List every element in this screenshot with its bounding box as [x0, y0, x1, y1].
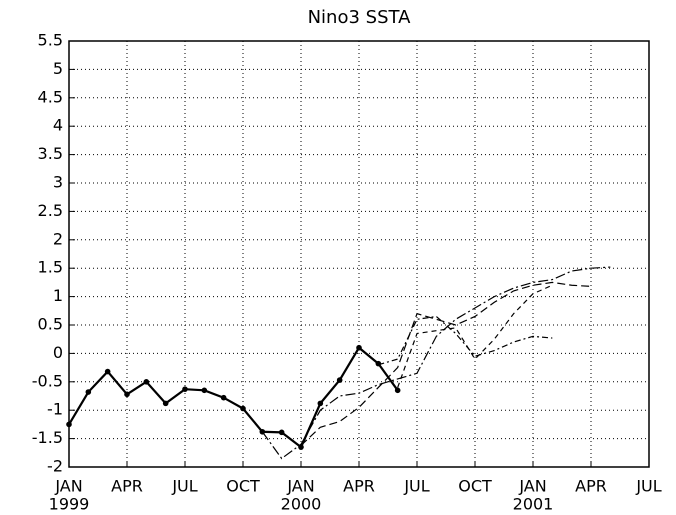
line — [397, 284, 553, 388]
x-tick-label: OCT — [226, 477, 260, 496]
y-tick-label: 1 — [53, 286, 63, 305]
point — [240, 405, 246, 412]
line — [261, 266, 611, 460]
y-tick-label: 3.5 — [38, 144, 63, 163]
x-tick-label: APR — [343, 477, 375, 496]
point — [336, 377, 343, 383]
y-tick-label: 4.5 — [38, 87, 63, 106]
y-tick-label: -0.5 — [32, 371, 63, 390]
point — [278, 429, 285, 436]
x-tick-label: JAN — [54, 477, 82, 496]
x-year-label: 2001 — [513, 495, 554, 514]
y-tick-label: 1.5 — [38, 258, 63, 277]
line — [300, 281, 592, 446]
x-tick-label: JUL — [171, 477, 197, 496]
y-tick-label: 4 — [53, 116, 63, 135]
point — [356, 344, 362, 351]
y-tick-label: -1 — [47, 400, 63, 419]
point — [220, 394, 227, 401]
x-tick-label: APR — [575, 477, 607, 496]
x-tick-label: JAN — [286, 477, 314, 496]
y-tick-label: 5.5 — [38, 31, 63, 50]
x-tick-label: JAN — [518, 477, 546, 496]
point — [375, 360, 382, 367]
point — [201, 387, 208, 394]
x-tick-label: JUL — [635, 477, 661, 496]
line — [68, 346, 399, 449]
y-tick-label: 5 — [53, 59, 63, 78]
chart-title: Nino3 SSTA — [308, 7, 412, 28]
line — [378, 315, 553, 366]
point — [143, 379, 150, 385]
x-year-label: 1999 — [49, 495, 90, 514]
y-tick-label: -2 — [47, 457, 63, 476]
point — [124, 391, 130, 398]
x-year-label: 2000 — [281, 495, 322, 514]
point — [394, 387, 401, 394]
x-tick-label: JUL — [403, 477, 429, 496]
y-tick-label: 2.5 — [38, 201, 63, 220]
y-tick-label: 3 — [53, 173, 63, 192]
y-tick-label: 0.5 — [38, 315, 63, 334]
point — [162, 400, 169, 407]
y-tick-label: 2 — [53, 229, 63, 248]
point — [104, 368, 111, 375]
y-tick-label: 0 — [53, 343, 63, 362]
point — [85, 389, 92, 395]
plot-frame — [68, 40, 650, 468]
point — [182, 386, 188, 392]
point — [317, 400, 324, 407]
x-tick-label: OCT — [458, 477, 492, 496]
point — [66, 421, 72, 428]
y-tick-label: -1.5 — [32, 428, 63, 447]
x-tick-label: APR — [111, 477, 143, 496]
